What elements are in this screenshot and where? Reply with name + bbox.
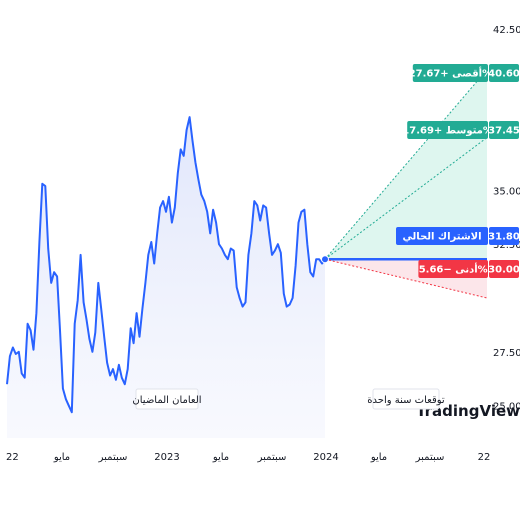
y-tick-label: 35.00 [493, 186, 520, 197]
history-area-fill [7, 117, 325, 438]
forecast-badge-min: أدنى −5.66% 30.00 [418, 260, 520, 278]
history-label-text: العامان الماضيان [132, 395, 201, 406]
price-line [6, 116, 326, 414]
forecast-badge-value: 40.60 [488, 69, 520, 80]
forecast-badge-value: 31.80 [488, 232, 520, 243]
forecast-badge-max: أقصى +27.67%40.60 [409, 64, 520, 82]
forecast-label-box [372, 388, 440, 410]
forecast-badge-label-box [396, 227, 488, 245]
forecast-period-label: توقعات سنة واحدة [367, 388, 445, 410]
forecast-badge-value-box [489, 260, 519, 278]
forecast-badge-label: أدنى −5.66% [419, 263, 488, 276]
x-tick-label: سبتمبر [98, 452, 128, 463]
x-tick-label: 2023 [154, 452, 179, 463]
logo-text: TradingView [416, 402, 520, 420]
x-tick-label: مايو [370, 452, 387, 463]
x-tick-label: 2024 [313, 452, 338, 463]
x-tick-label: 22 [478, 452, 491, 463]
forecast-badge-value-box [489, 121, 519, 139]
forecast-label-text: توقعات سنة واحدة [367, 395, 445, 406]
x-tick-label: سبتمبر [415, 452, 445, 463]
x-tick-label: مايو [53, 452, 70, 463]
forecast-badge-label-box [412, 64, 488, 82]
forecast-badge-avg: متوسط +17.69%37.45 [402, 121, 520, 139]
forecast-badge-label-box [407, 121, 488, 139]
history-period-label: العامان الماضيان [132, 388, 202, 410]
history-label-box [135, 388, 199, 410]
y-tick-label: 42.50 [493, 25, 520, 36]
forecast-avg-line [324, 137, 488, 260]
x-tick-label: سبتمبر [257, 452, 287, 463]
current-price-dot [321, 255, 329, 264]
forecast-badge-current: الاشتراك الحالي 31.80 [396, 227, 520, 245]
x-tick-label: 22 [6, 452, 19, 463]
forecast-badge-value: 37.45 [488, 126, 520, 137]
forecast-badge-value-box [489, 227, 519, 245]
y-tick-label: 25.00 [493, 402, 520, 413]
forecast-badge-value-box [489, 64, 519, 82]
forecast-badge-label-box [418, 260, 488, 278]
x-tick-label: مايو [212, 452, 229, 463]
tradingview-logo: TradingView [416, 402, 520, 420]
forecast-badge-label: أقصى +27.67% [409, 67, 492, 80]
forecast-max-line [324, 69, 488, 260]
forecast-badge-label: متوسط +17.69% [402, 126, 493, 137]
y-tick-label: 27.50 [493, 348, 520, 359]
forecast-badge-label: الاشتراك الحالي [402, 232, 481, 243]
y-tick-label: 32.50 [493, 240, 520, 251]
forecast-badge-value: 30.00 [488, 265, 520, 276]
